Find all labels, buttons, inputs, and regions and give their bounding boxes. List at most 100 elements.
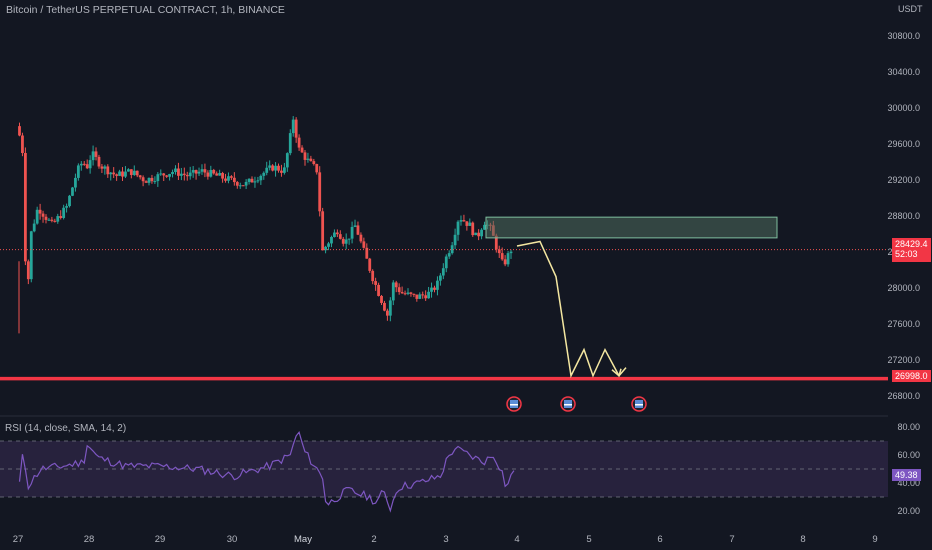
candle-body xyxy=(194,170,198,174)
time-tick-label: 7 xyxy=(729,534,735,545)
candle-body xyxy=(74,177,77,188)
rsi-indicator-label[interactable]: RSI (14, close, SMA, 14, 2) xyxy=(5,423,127,434)
candle-body xyxy=(312,161,316,165)
candle-body xyxy=(453,234,457,246)
candle-body xyxy=(144,181,148,183)
candle-body xyxy=(259,175,263,181)
candle-body xyxy=(262,172,266,176)
candle-body xyxy=(424,295,428,299)
rsi-tick-label: 20.00 xyxy=(897,506,920,516)
rsi-value-tag: 49.38 xyxy=(892,469,921,481)
candle-body xyxy=(318,172,322,212)
candle-body xyxy=(291,119,295,134)
candle-body xyxy=(306,158,310,160)
candle-body xyxy=(391,282,395,301)
candle-body xyxy=(385,310,389,316)
time-tick-label: 30 xyxy=(226,534,238,545)
time-tick-label: 6 xyxy=(657,534,663,545)
candle-body xyxy=(362,241,366,248)
candle-body xyxy=(188,172,192,177)
price-tick-label: 30800.0 xyxy=(887,31,920,42)
candle-body xyxy=(497,249,501,254)
candle-body xyxy=(38,209,42,214)
rsi-line xyxy=(18,430,515,513)
candle-body xyxy=(118,171,121,176)
candle-body xyxy=(212,169,216,174)
candle-body xyxy=(394,282,398,288)
time-tick-label: 4 xyxy=(514,534,520,545)
candle-body xyxy=(277,165,280,171)
candle-body xyxy=(200,169,204,172)
candle-body xyxy=(115,174,119,176)
candle-body xyxy=(53,220,57,222)
price-tick-label: 27600.0 xyxy=(887,319,920,330)
candle-body xyxy=(303,152,307,160)
candle-body xyxy=(294,119,298,138)
time-tick-label: 27 xyxy=(12,534,24,545)
candle-body xyxy=(159,173,163,175)
candle-body xyxy=(94,151,98,157)
candle-body xyxy=(150,177,154,182)
candle-body xyxy=(412,293,416,295)
candle-body xyxy=(209,169,213,177)
candle-body xyxy=(265,167,269,173)
candle-body xyxy=(132,170,136,175)
candle-body xyxy=(235,182,239,186)
candle-body xyxy=(324,246,327,251)
candle-body xyxy=(474,232,478,236)
candle-body xyxy=(353,225,357,227)
candle-body xyxy=(300,147,304,153)
candle-body xyxy=(224,178,227,181)
candle-body xyxy=(18,126,21,136)
candle-body xyxy=(112,172,116,175)
candle-body xyxy=(171,171,174,175)
projection-path xyxy=(516,240,627,379)
candle-body xyxy=(177,168,180,176)
candle-body xyxy=(29,231,33,280)
time-tick-label: 5 xyxy=(586,534,592,545)
candle-body xyxy=(62,207,66,218)
resistance-zone xyxy=(485,216,778,239)
candle-body xyxy=(135,170,139,176)
candle-body xyxy=(462,220,466,222)
candle-body xyxy=(321,211,325,251)
candle-body xyxy=(433,287,436,290)
candle-body xyxy=(141,177,145,182)
time-tick-label: 2 xyxy=(371,534,377,545)
candle-body xyxy=(400,292,404,294)
candle-body xyxy=(44,216,48,220)
candle-body xyxy=(480,229,483,237)
candle-body xyxy=(56,216,60,222)
event-flag-stripe-icon xyxy=(564,404,572,406)
candle-body xyxy=(282,167,286,173)
candle-body xyxy=(383,302,386,311)
price-tick-label: 29600.0 xyxy=(887,139,920,150)
candle-body xyxy=(397,287,401,293)
candle-body xyxy=(477,232,481,237)
price-tick-label: 28000.0 xyxy=(887,283,920,294)
candle-body xyxy=(76,165,80,178)
candle-body xyxy=(471,222,475,236)
candle-body xyxy=(179,173,183,176)
candle-body xyxy=(71,187,74,196)
candle-body xyxy=(415,294,419,299)
candle-body xyxy=(250,178,254,183)
candle-body xyxy=(174,168,177,172)
candle-body xyxy=(456,221,460,235)
event-flag-stripe-icon xyxy=(635,404,643,406)
candle-body xyxy=(241,185,245,187)
candle-body xyxy=(350,226,354,239)
candle-body xyxy=(215,173,219,176)
price-tick-label: 30400.0 xyxy=(887,67,920,78)
candle-body xyxy=(23,152,27,262)
candle-body xyxy=(244,181,248,186)
candle-body xyxy=(450,245,454,254)
candle-body xyxy=(406,292,410,294)
candle-body xyxy=(59,216,63,218)
rsi-tick-label: 60.00 xyxy=(897,450,920,460)
candle-body xyxy=(341,238,345,244)
candle-body xyxy=(165,175,169,177)
candle-body xyxy=(227,176,230,181)
